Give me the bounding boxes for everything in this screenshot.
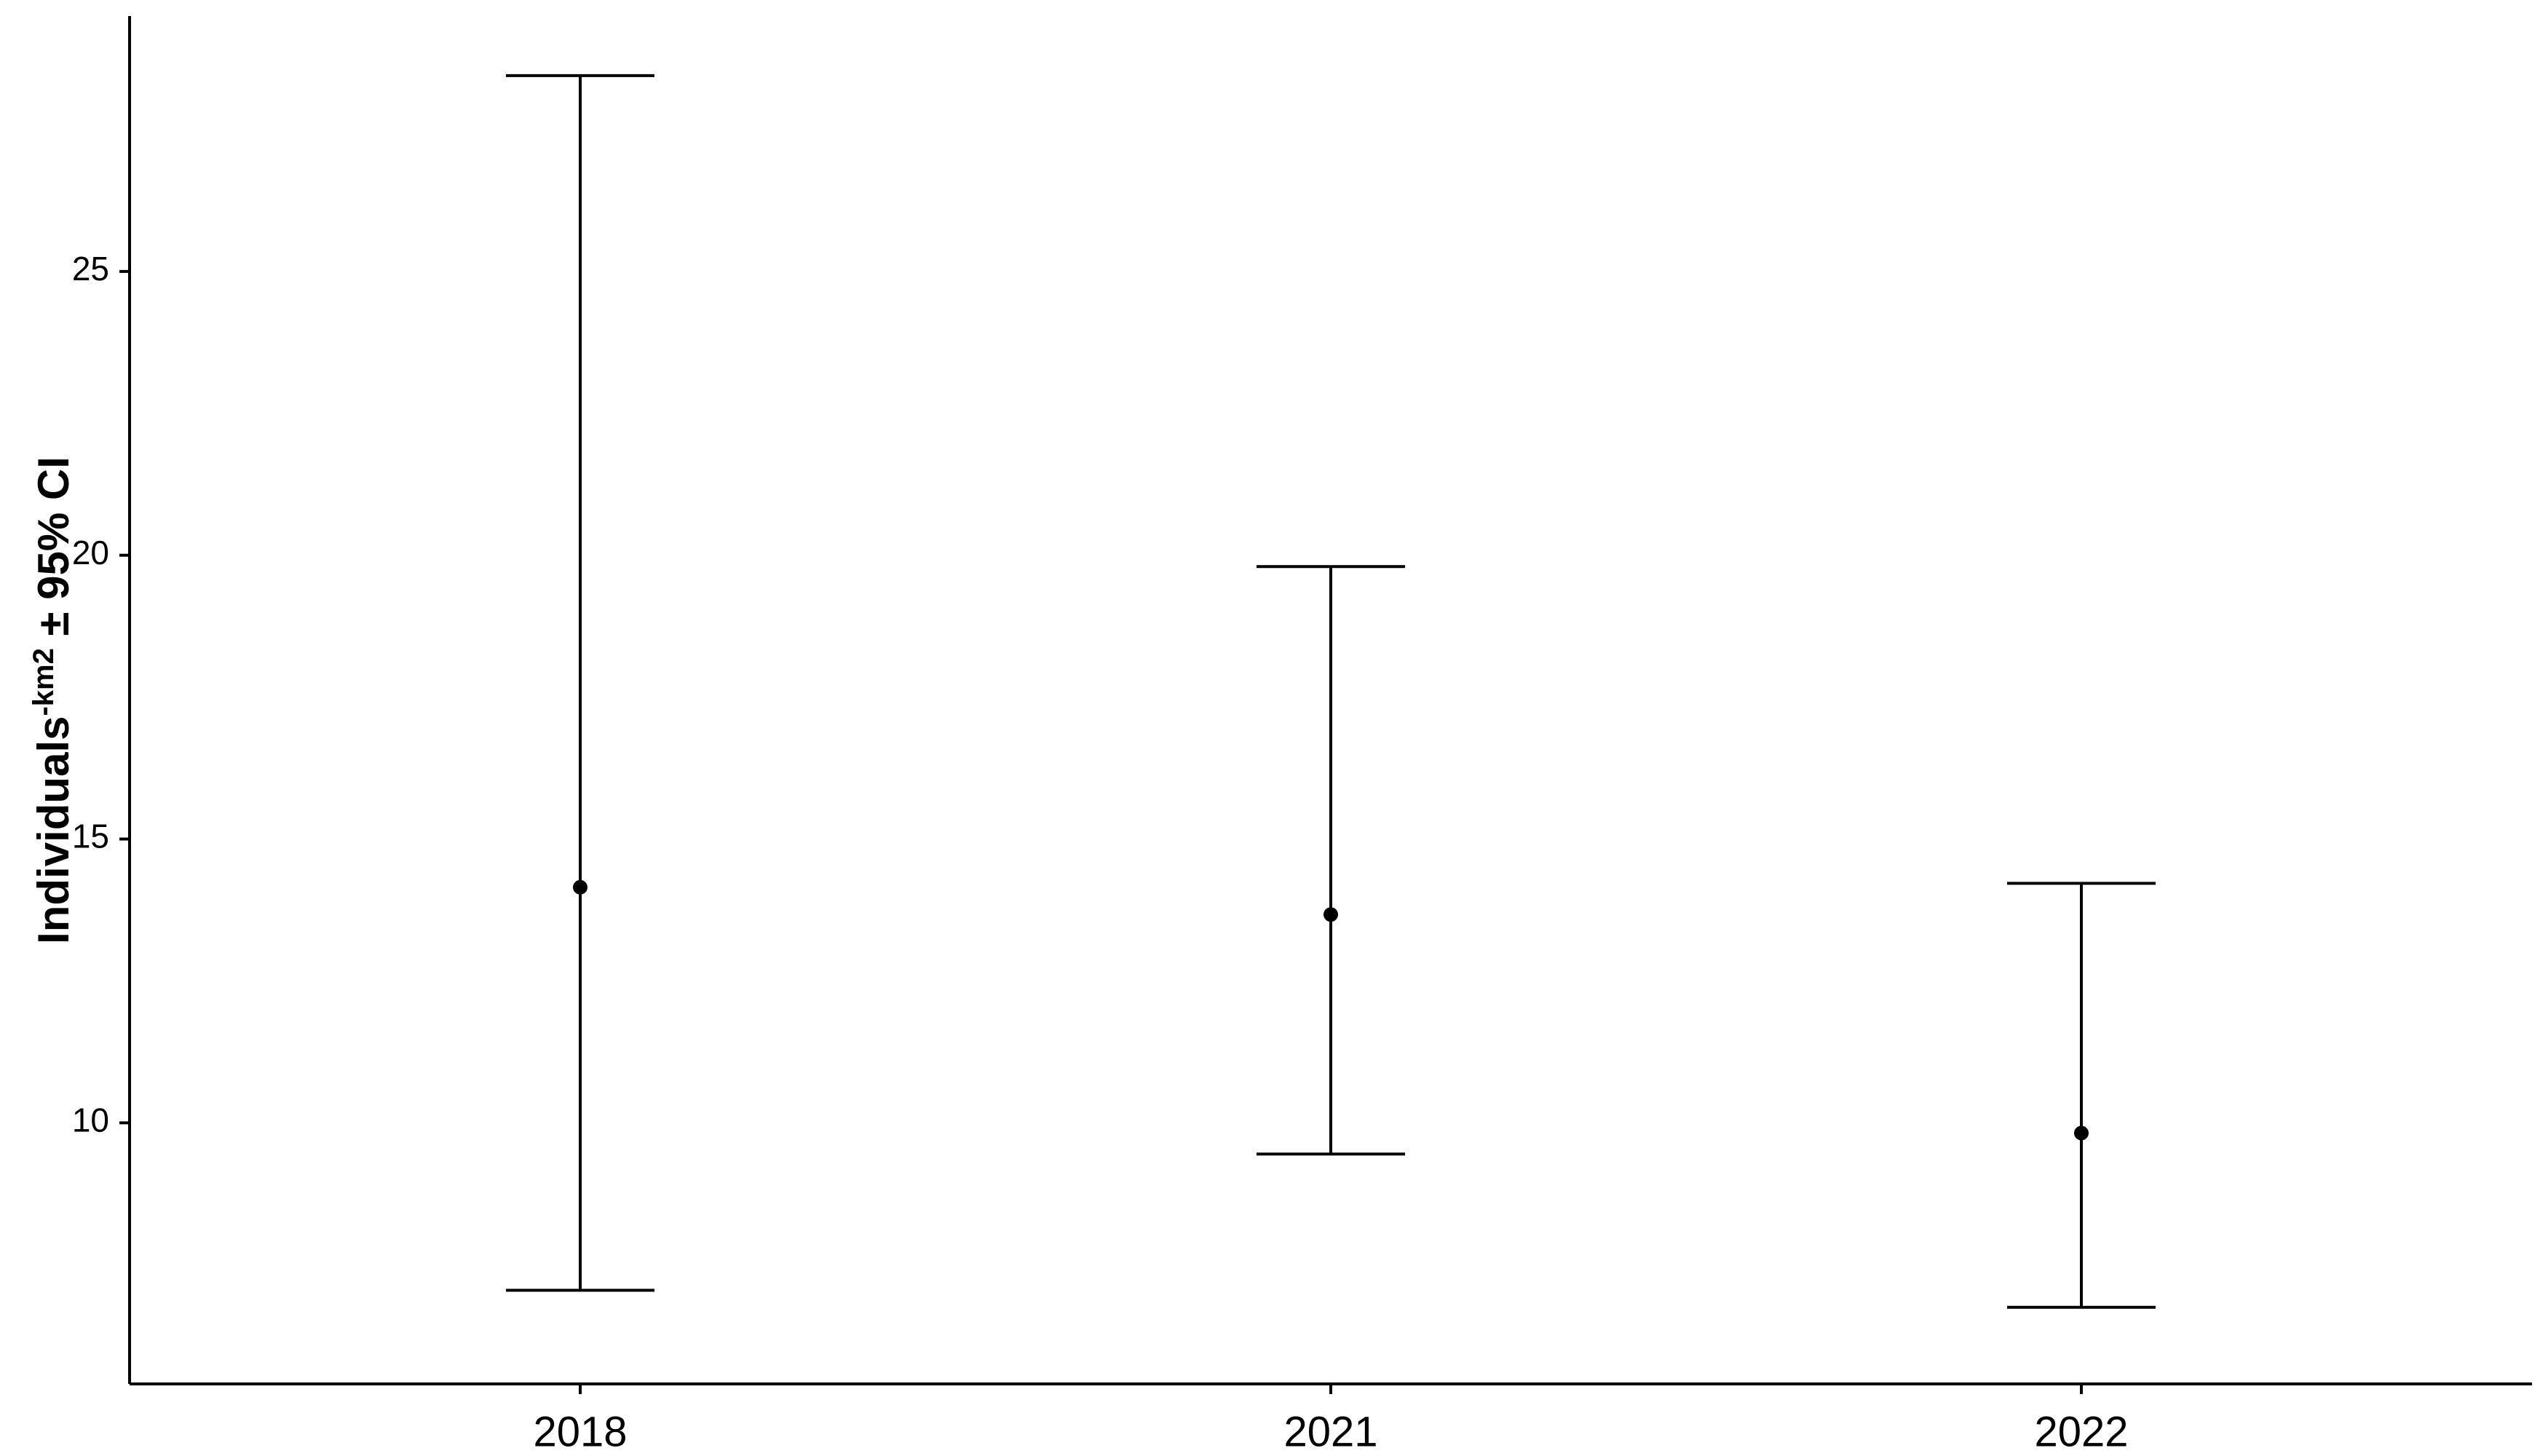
y-axis-label-superscript: -km2 [28, 648, 60, 716]
x-tick-label-2018: 2018 [533, 1409, 627, 1456]
y-axis-label-main: Individuals [29, 716, 78, 944]
error-bars [506, 74, 2156, 1309]
y-tick-label-20: 20 [72, 534, 109, 571]
y-axis-label-suffix: ± 95% CI [29, 456, 78, 648]
point-2018 [573, 879, 587, 895]
point-2022 [2074, 1125, 2089, 1141]
x-ticks: 2018 2021 2022 [533, 1384, 2129, 1456]
y-tick-label-15: 15 [72, 818, 109, 855]
y-ticks: 10 15 20 25 [72, 250, 130, 1139]
y-tick-label-10: 10 [72, 1101, 109, 1139]
x-tick-label-2022: 2022 [2034, 1409, 2128, 1456]
y-axis-label: Individuals-km2 ± 95% CI [28, 456, 78, 944]
y-tick-label-25: 25 [72, 250, 109, 288]
point-2021 [1324, 907, 1338, 922]
x-tick-label-2021: 2021 [1283, 1409, 1377, 1456]
